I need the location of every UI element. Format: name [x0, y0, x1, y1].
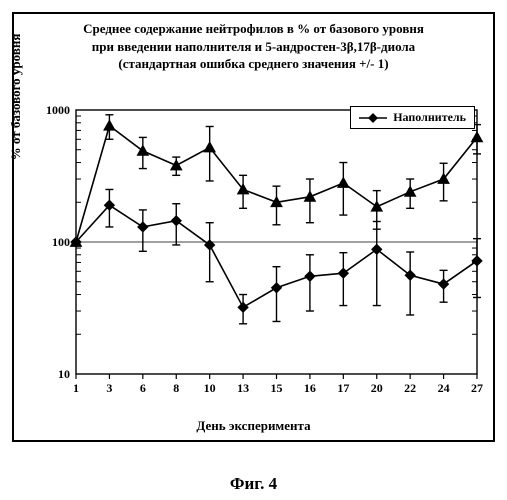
svg-text:100: 100: [52, 235, 70, 249]
figure-caption: Фиг. 4: [0, 474, 507, 494]
title-line-3: (стандартная ошибка среднего значения +/…: [118, 56, 388, 71]
legend-label: Наполнитель: [393, 110, 466, 125]
svg-text:22: 22: [404, 381, 416, 395]
svg-text:15: 15: [271, 381, 283, 395]
chart-svg: 1010010001368101315161720222427: [20, 104, 487, 400]
svg-text:20: 20: [371, 381, 383, 395]
legend: Наполнитель: [350, 106, 475, 129]
svg-text:27: 27: [471, 381, 483, 395]
svg-text:8: 8: [173, 381, 179, 395]
svg-text:1: 1: [73, 381, 79, 395]
svg-text:17: 17: [337, 381, 349, 395]
legend-marker: [359, 112, 387, 124]
svg-text:10: 10: [58, 367, 70, 381]
svg-text:24: 24: [438, 381, 450, 395]
chart-title: Среднее содержание нейтрофилов в % от ба…: [20, 20, 487, 73]
svg-text:10: 10: [204, 381, 216, 395]
title-line-2: при введении наполнителя и 5-андростен-3…: [92, 39, 415, 54]
chart-frame: Среднее содержание нейтрофилов в % от ба…: [12, 12, 495, 442]
svg-text:16: 16: [304, 381, 316, 395]
svg-text:6: 6: [140, 381, 146, 395]
plot-area: Наполнитель 1010010001368101315161720222…: [20, 104, 487, 400]
svg-text:1000: 1000: [46, 104, 70, 117]
x-axis-label: День эксперимента: [14, 418, 493, 434]
svg-text:3: 3: [106, 381, 112, 395]
title-line-1: Среднее содержание нейтрофилов в % от ба…: [83, 21, 424, 36]
svg-text:13: 13: [237, 381, 249, 395]
